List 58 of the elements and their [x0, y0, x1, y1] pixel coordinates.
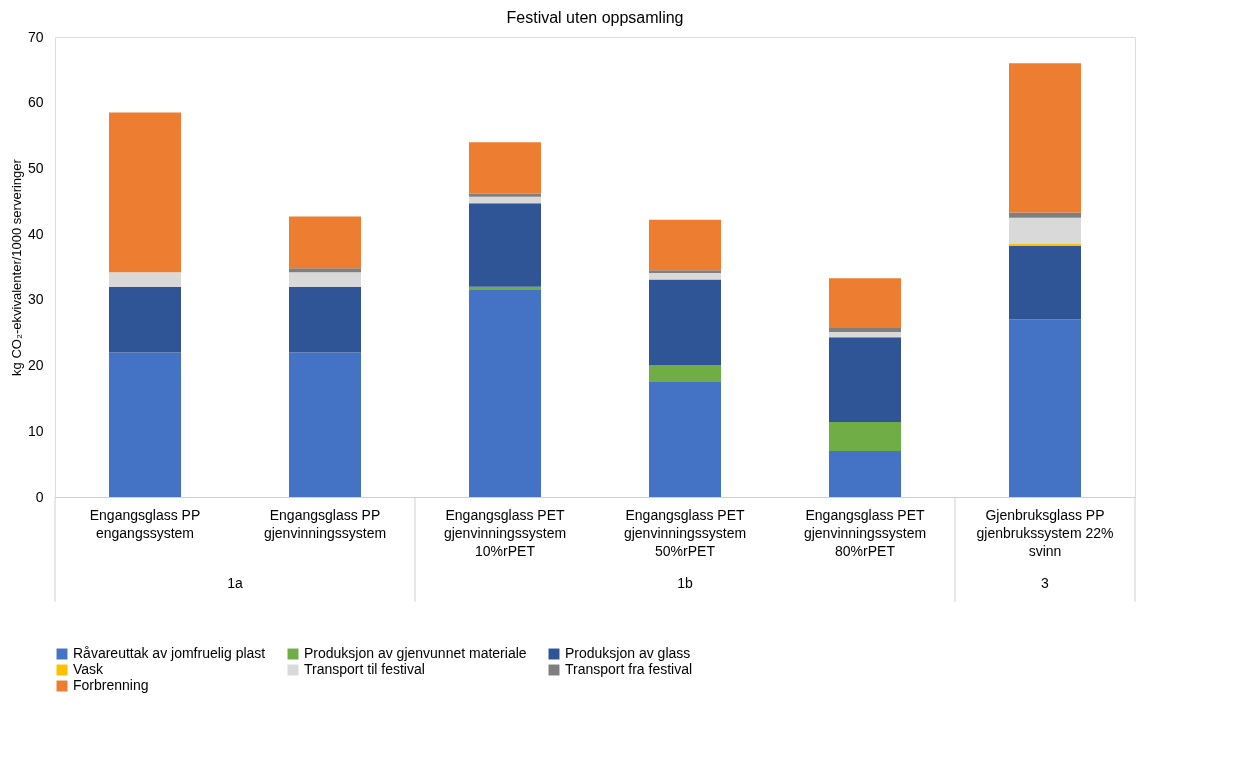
- bar: [1009, 212, 1081, 218]
- bar: [109, 352, 181, 497]
- legend-label: Transport fra festival: [565, 661, 693, 677]
- x-tick-label: Engangsglass PP engangssystem: [89, 507, 201, 541]
- bar: [1009, 245, 1081, 320]
- y-tick-label: 40: [27, 225, 44, 242]
- bar: [109, 272, 181, 287]
- legend-label: Produksjon av glass: [565, 645, 691, 661]
- x-tick-label: Gjenbruksglass PP gjenbrukssystem 22% svinn: [976, 507, 1114, 559]
- bar: [649, 270, 721, 273]
- bar: [649, 272, 721, 280]
- y-axis-title: kg CO₂-ekvivalenter/1000 serveringer: [8, 158, 24, 376]
- chart-title: Festival uten oppsamling: [506, 9, 684, 26]
- bar: [289, 352, 361, 497]
- legend-label: Råvareuttak av jomfruelig plast: [73, 645, 266, 661]
- bar: [109, 286, 181, 353]
- text: 3: [1041, 575, 1050, 591]
- bar: [649, 219, 721, 271]
- bar: [649, 279, 721, 365]
- bar: [289, 268, 361, 273]
- legend-label: Transport til festival: [304, 661, 425, 677]
- y-tick-label: 0: [35, 488, 44, 505]
- bar: [829, 451, 901, 497]
- bar: [289, 216, 361, 269]
- y-tick-label: 70: [27, 28, 44, 45]
- text: 1a: [227, 575, 243, 591]
- bar: [289, 286, 361, 353]
- bar: [1009, 319, 1081, 497]
- bar: [649, 382, 721, 497]
- y-tick-label: 30: [27, 291, 44, 308]
- y-tick-label: 50: [27, 159, 44, 176]
- y-tick-label: 10: [27, 422, 44, 439]
- x-tick-label: Engangsglass PET gjenvinningssystem 50%rPET: [623, 507, 747, 559]
- bar: [829, 332, 901, 338]
- legend-label: Produksjon av gjenvunnet materiale: [304, 645, 527, 661]
- bar: [829, 328, 901, 333]
- text: 1b: [677, 575, 693, 591]
- bar: [1009, 217, 1081, 244]
- y-tick-label: 20: [27, 357, 44, 374]
- bar: [829, 278, 901, 329]
- x-tick-label: Engangsglass PET gjenvinningssystem 80%rPET: [803, 507, 927, 559]
- legend-label: Forbrenning: [73, 677, 149, 693]
- bar: [1009, 63, 1081, 213]
- bar: [829, 422, 901, 451]
- x-tick-label: Engangsglass PP gjenvinningssystem: [263, 507, 387, 541]
- bar: [469, 286, 541, 290]
- bar: [109, 112, 181, 273]
- x-tick-label: Engangsglass PET gjenvinningssystem 10%rPET: [443, 507, 567, 559]
- bar: [289, 272, 361, 287]
- bar: [469, 203, 541, 287]
- y-tick-label: 60: [27, 94, 44, 111]
- bar: [469, 290, 541, 497]
- bar: [829, 337, 901, 423]
- bar: [469, 142, 541, 194]
- bar: [469, 196, 541, 204]
- bar: [649, 364, 721, 382]
- legend-label: Vask: [73, 661, 105, 677]
- bar: [469, 193, 541, 197]
